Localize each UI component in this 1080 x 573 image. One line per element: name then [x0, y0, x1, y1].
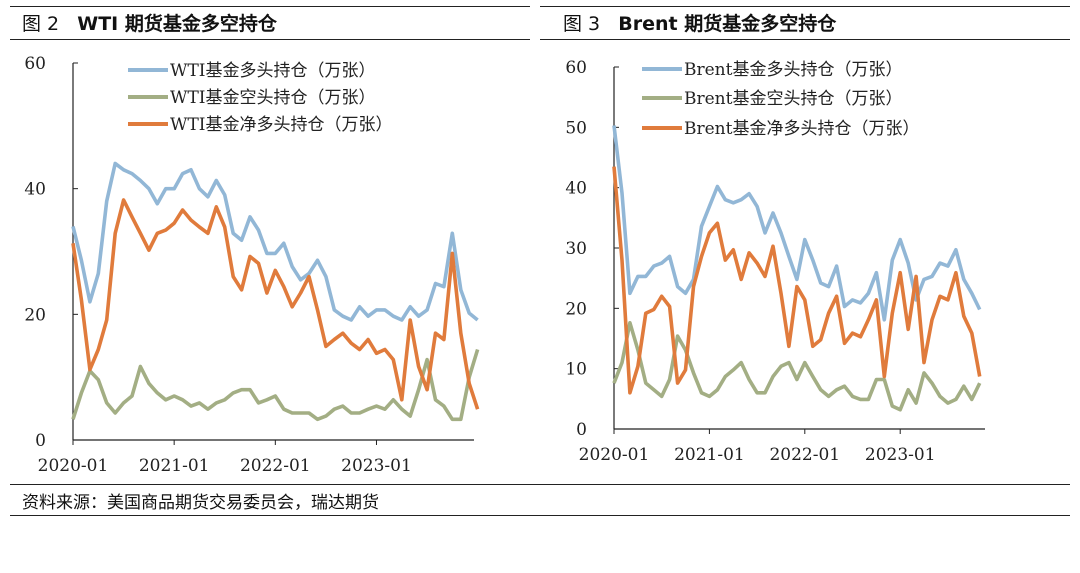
y-tick-label: 0	[35, 431, 46, 451]
source-bottom-rule	[10, 515, 1070, 516]
series-line-long	[71, 161, 479, 322]
series-line-short	[612, 320, 982, 412]
source-top-rule	[10, 484, 1070, 485]
figure-caption: WTI 期货基金多空持仓	[77, 13, 277, 35]
figure-2-title: 图 2 WTI 期货基金多空持仓	[22, 9, 277, 36]
legend-label-short: WTI基金空头持仓（万张）	[170, 88, 376, 108]
x-tick-label: 2023-01	[865, 445, 936, 465]
title-rule-right	[540, 39, 1070, 40]
y-tick-label: 60	[565, 58, 587, 78]
x-tick-label: 2021-01	[674, 445, 745, 465]
x-tick-label: 2023-01	[341, 456, 412, 476]
x-tick-label: 2022-01	[240, 456, 311, 476]
y-tick-label: 20	[565, 299, 587, 319]
y-tick-label: 40	[24, 180, 46, 200]
x-tick-label: 2020-01	[38, 456, 109, 476]
legend-label-long: WTI基金多头持仓（万张）	[170, 61, 376, 81]
legend-label-net: Brent基金净多头持仓（万张）	[684, 119, 919, 139]
y-tick-label: 40	[565, 179, 587, 199]
figure-caption: Brent 期货基金多空持仓	[618, 13, 837, 35]
x-tick-label: 2021-01	[139, 456, 210, 476]
source-note: 资料来源：美国商品期货交易委员会，瑞达期货	[22, 493, 379, 513]
figure-number: 图 2	[22, 13, 60, 35]
legend-label-short: Brent基金空头持仓（万张）	[684, 89, 902, 109]
y-tick-label: 30	[565, 239, 587, 259]
y-tick-label: 60	[24, 54, 46, 74]
series-line-net	[612, 166, 982, 395]
series-line-short	[71, 348, 480, 422]
title-rule-left	[10, 39, 530, 40]
y-tick-label: 0	[576, 420, 587, 440]
figure-number: 图 3	[563, 13, 601, 35]
top-rule-left	[10, 6, 530, 7]
y-tick-label: 20	[24, 305, 46, 325]
figure-3-title: 图 3 Brent 期货基金多空持仓	[563, 9, 836, 36]
legend-label-long: Brent基金多头持仓（万张）	[684, 60, 902, 80]
legend-label-net: WTI基金净多头持仓（万张）	[170, 115, 393, 135]
y-tick-label: 50	[565, 118, 587, 138]
top-rule-right	[540, 6, 1070, 7]
x-tick-label: 2022-01	[769, 445, 840, 465]
series-line-net	[71, 198, 480, 410]
y-tick-label: 10	[565, 360, 587, 380]
x-tick-label: 2020-01	[579, 445, 650, 465]
